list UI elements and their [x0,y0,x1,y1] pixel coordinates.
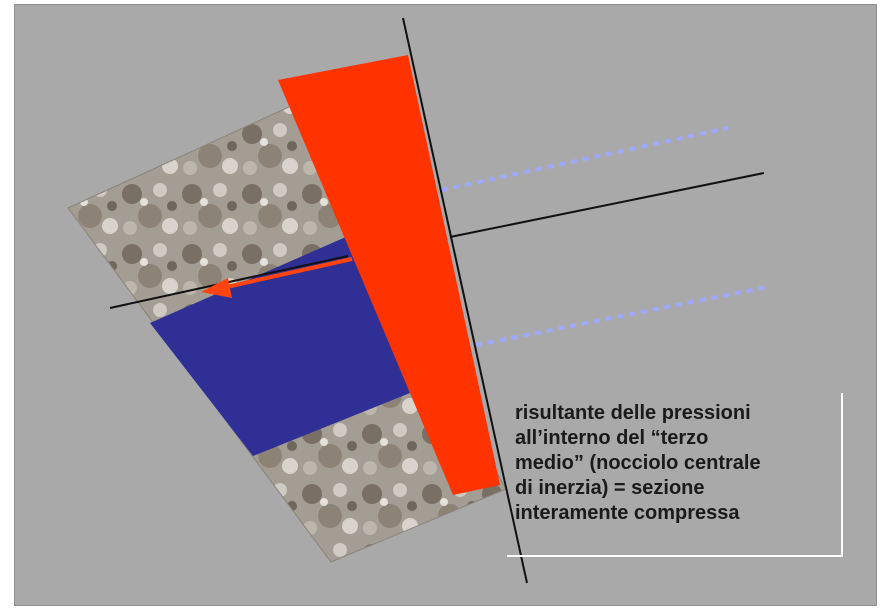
resultant-line-right [449,172,765,238]
projection-line-lower [475,285,768,347]
resultant-arrow-head [201,278,232,298]
projection-line-upper [441,126,729,192]
section-axis-line [109,255,349,309]
caption-text: risultante delle pressioni all’interno d… [515,402,761,524]
caption-box: risultante delle pressioni all’interno d… [507,393,843,557]
resultant-arrow-shaft [221,257,353,290]
vertical-axis-line [402,17,528,584]
compressed-zone [150,236,410,456]
pressure-diagram [278,55,500,495]
